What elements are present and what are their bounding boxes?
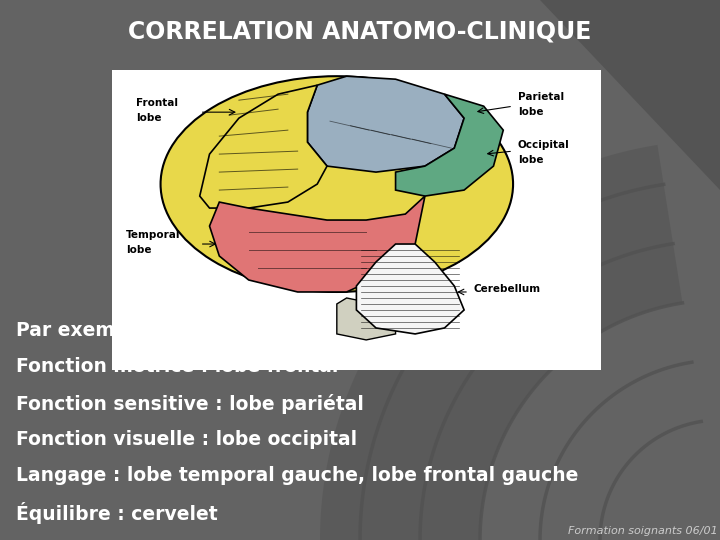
Text: Occipital: Occipital bbox=[518, 140, 570, 150]
Text: lobe: lobe bbox=[126, 245, 152, 255]
Text: Par exemple :: Par exemple : bbox=[16, 321, 161, 340]
Text: lobe: lobe bbox=[518, 107, 544, 117]
Text: Équilibre : cervelet: Équilibre : cervelet bbox=[16, 502, 217, 524]
Polygon shape bbox=[337, 298, 395, 340]
Text: Fonction sensitive : lobe pariétal: Fonction sensitive : lobe pariétal bbox=[16, 394, 364, 414]
Polygon shape bbox=[307, 76, 464, 172]
Text: CORRELATION ANATOMO-CLINIQUE: CORRELATION ANATOMO-CLINIQUE bbox=[128, 20, 592, 44]
Polygon shape bbox=[199, 85, 327, 208]
Text: Parietal: Parietal bbox=[518, 92, 564, 102]
Polygon shape bbox=[210, 196, 425, 292]
Polygon shape bbox=[320, 145, 683, 540]
Polygon shape bbox=[356, 244, 464, 334]
Ellipse shape bbox=[161, 76, 513, 292]
Text: Fonction visuelle : lobe occipital: Fonction visuelle : lobe occipital bbox=[16, 430, 357, 449]
Text: lobe: lobe bbox=[518, 155, 544, 165]
Text: Frontal: Frontal bbox=[136, 98, 178, 108]
Text: Fonction motrice : lobe frontal: Fonction motrice : lobe frontal bbox=[16, 357, 338, 376]
Text: Temporal: Temporal bbox=[126, 230, 181, 240]
Text: lobe: lobe bbox=[136, 113, 161, 123]
Text: Cerebellum: Cerebellum bbox=[474, 284, 541, 294]
Text: Langage : lobe temporal gauche, lobe frontal gauche: Langage : lobe temporal gauche, lobe fro… bbox=[16, 466, 578, 485]
Polygon shape bbox=[395, 94, 503, 196]
FancyBboxPatch shape bbox=[112, 70, 601, 370]
Polygon shape bbox=[540, 0, 720, 190]
Text: Formation soignants 06/01: Formation soignants 06/01 bbox=[568, 526, 718, 536]
